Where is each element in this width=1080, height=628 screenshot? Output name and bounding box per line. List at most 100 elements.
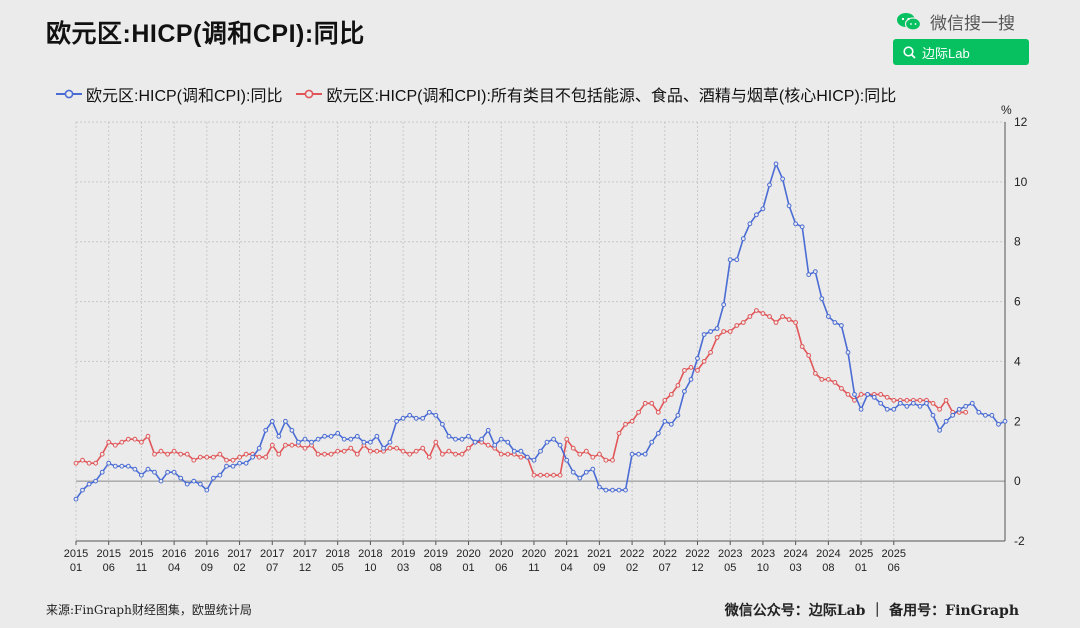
data-point-hicp	[682, 389, 687, 394]
x-tick-year: 2025	[882, 548, 906, 560]
data-point-core-hicp	[577, 451, 583, 457]
data-point-core-hicp	[839, 386, 844, 391]
data-point-hicp	[747, 221, 753, 227]
legend-item-core-hicp[interactable]: 欧元区:HICP(调和CPI):所有类目不包括能源、食品、酒精与烟草(核心HIC…	[296, 82, 896, 106]
data-point-core-hicp	[668, 392, 674, 397]
data-point-hicp	[714, 326, 720, 331]
data-point-hicp	[165, 469, 171, 475]
brand-text: 微信搜一搜	[930, 14, 1015, 33]
wechat-search-brand[interactable]: 微信搜一搜	[896, 9, 1015, 34]
data-point-hicp	[996, 421, 1001, 427]
data-point-core-hicp	[374, 448, 380, 454]
data-point-hicp	[511, 448, 517, 454]
data-point-core-hicp	[682, 368, 687, 373]
data-point-core-hicp	[485, 442, 491, 448]
data-point-core-hicp	[204, 454, 210, 460]
data-point-hicp	[845, 350, 851, 355]
data-point-hicp	[989, 412, 995, 418]
data-point-hicp	[832, 320, 838, 325]
data-point-core-hicp	[629, 418, 635, 424]
data-point-core-hicp	[812, 371, 818, 376]
data-point-core-hicp	[695, 368, 700, 373]
x-tick-month: 08	[430, 562, 442, 574]
data-point-hicp	[734, 257, 740, 263]
data-point-core-hicp	[610, 457, 615, 463]
x-tick-month: 01	[855, 562, 867, 574]
data-point-core-hicp	[184, 451, 190, 457]
data-point-core-hicp	[930, 400, 936, 406]
x-tick-year: 2020	[489, 548, 513, 560]
data-point-hicp	[878, 400, 884, 406]
data-point-core-hicp	[165, 451, 171, 457]
data-point-core-hicp	[616, 430, 622, 436]
y-tick-label: 10	[1014, 175, 1028, 189]
data-point-hicp	[256, 445, 262, 451]
x-tick-year: 2022	[620, 548, 644, 560]
data-point-hicp	[688, 377, 694, 382]
data-point-hicp	[112, 463, 118, 469]
data-point-hicp	[400, 415, 406, 421]
data-point-core-hicp	[426, 454, 432, 460]
data-point-core-hicp	[322, 451, 328, 457]
data-point-core-hicp	[518, 454, 524, 460]
data-point-hicp	[629, 451, 635, 457]
data-point-hicp	[237, 460, 243, 466]
data-point-hicp	[623, 487, 628, 493]
data-point-hicp	[479, 436, 485, 442]
data-point-hicp	[335, 430, 341, 436]
data-point-hicp	[394, 418, 400, 424]
data-point-hicp	[950, 412, 956, 418]
data-point-hicp	[518, 448, 524, 454]
data-point-core-hicp	[289, 442, 295, 448]
x-tick-year: 2019	[424, 548, 448, 560]
x-tick-month: 02	[233, 562, 245, 574]
page-title: 欧元区:HICP(调和CPI):同比	[46, 20, 365, 48]
data-point-hicp	[276, 433, 282, 439]
data-point-hicp	[158, 478, 164, 484]
search-text: 边际Lab	[922, 45, 970, 61]
legend-label-hicp: 欧元区:HICP(调和CPI):同比	[86, 88, 283, 105]
x-tick-year: 2021	[554, 548, 578, 560]
data-point-hicp	[780, 176, 785, 182]
data-point-core-hicp	[642, 400, 648, 406]
data-point-hicp	[897, 400, 903, 406]
data-point-hicp	[943, 418, 949, 424]
x-tick-month: 04	[168, 562, 180, 574]
data-point-hicp	[125, 463, 131, 469]
data-point-hicp	[139, 472, 144, 478]
data-point-core-hicp	[734, 323, 740, 328]
data-point-core-hicp	[302, 445, 308, 451]
data-point-hicp	[819, 296, 825, 302]
y-tick-label: 12	[1014, 115, 1028, 129]
data-point-core-hicp	[636, 409, 641, 415]
data-point-hicp	[983, 412, 988, 418]
x-tick-month: 08	[822, 562, 834, 574]
data-point-core-hicp	[551, 472, 556, 478]
data-point-hicp	[178, 475, 184, 481]
x-tick-year: 2025	[849, 548, 873, 560]
data-point-core-hicp	[86, 460, 92, 466]
data-point-hicp	[341, 436, 347, 442]
data-point-hicp	[269, 418, 275, 424]
x-tick-year: 2024	[783, 548, 807, 560]
legend-marker-core-hicp	[296, 89, 323, 99]
data-point-core-hicp	[531, 472, 537, 478]
data-point-hicp	[217, 472, 223, 478]
data-point-hicp	[354, 433, 360, 439]
data-point-core-hicp	[243, 451, 249, 457]
data-point-hicp	[93, 478, 98, 484]
data-point-hicp	[740, 236, 746, 242]
data-point-core-hicp	[407, 451, 413, 457]
data-point-hicp	[904, 403, 910, 409]
search-box[interactable]: 边际Lab	[893, 39, 1029, 65]
x-tick-year: 2021	[587, 548, 611, 560]
data-point-hicp	[642, 451, 648, 457]
data-point-core-hicp	[328, 451, 334, 457]
legend-item-hicp[interactable]: 欧元区:HICP(调和CPI):同比	[56, 82, 282, 106]
data-point-hicp	[649, 439, 655, 445]
data-point-core-hicp	[145, 433, 151, 439]
x-tick-month: 07	[266, 562, 278, 574]
data-point-core-hicp	[747, 314, 753, 319]
data-point-core-hicp	[73, 460, 79, 466]
